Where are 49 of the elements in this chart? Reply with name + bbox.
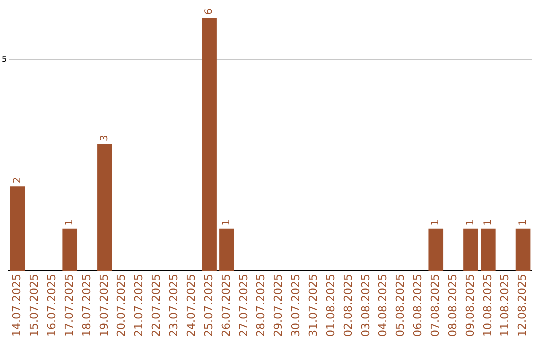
- bar: [464, 228, 478, 272]
- data-label: 2: [12, 177, 24, 184]
- x-tick-label: 30.07.2025: [290, 274, 303, 338]
- x-tick-label: 04.08.2025: [376, 274, 390, 338]
- x-tick-label: 02.08.2025: [342, 274, 355, 338]
- data-label: 1: [466, 219, 477, 226]
- bar: [481, 228, 496, 272]
- bar: [516, 228, 531, 272]
- x-tick-label: 27.07.2025: [237, 274, 250, 338]
- data-label: 6: [204, 8, 216, 15]
- x-tick-label: 18.07.2025: [80, 274, 94, 338]
- x-tick-label: 28.07.2025: [254, 274, 268, 338]
- bar: [428, 228, 444, 272]
- bar: [202, 18, 217, 272]
- x-tick-label: 22.07.2025: [150, 274, 164, 338]
- y-tick-label: 5: [2, 55, 8, 64]
- data-label: 1: [222, 219, 233, 226]
- x-tick-label: 21.07.2025: [132, 274, 146, 338]
- x-tick-label: 19.07.2025: [98, 274, 111, 338]
- x-tick-label: 06.08.2025: [412, 274, 425, 338]
- data-label: 1: [483, 219, 494, 226]
- data-label: 1: [430, 219, 442, 226]
- x-tick-label: 07.08.2025: [428, 274, 442, 338]
- x-tick-label: 05.08.2025: [394, 274, 408, 338]
- x-tick-label: 23.07.2025: [168, 274, 181, 338]
- x-tick-label: 15.07.2025: [28, 274, 42, 338]
- x-tick-label: 25.07.2025: [202, 274, 216, 338]
- x-tick-label: 20.07.2025: [115, 274, 128, 338]
- bar: [98, 144, 112, 272]
- x-tick-label: 16.07.2025: [46, 274, 59, 338]
- x-tick-label: 29.07.2025: [272, 274, 286, 338]
- x-tick-label: 01.08.2025: [324, 274, 338, 338]
- x-tick-label: 10.08.2025: [481, 274, 494, 338]
- x-tick-label: 31.07.2025: [306, 274, 320, 338]
- x-tick-label: 03.08.2025: [359, 274, 372, 338]
- x-tick-label: 24.07.2025: [184, 274, 198, 338]
- data-label: 1: [64, 219, 76, 226]
- x-tick-label: 17.07.2025: [62, 274, 76, 338]
- data-label: 3: [100, 135, 111, 142]
- x-tick-label: 11.08.2025: [498, 274, 512, 338]
- bar: [10, 186, 26, 272]
- x-tick-label: 12.08.2025: [516, 274, 530, 338]
- x-tick-label: 14.07.2025: [10, 274, 24, 338]
- x-tick-label: 08.08.2025: [446, 274, 460, 338]
- bar: [220, 228, 234, 272]
- bar: [62, 228, 78, 272]
- x-tick-label: 26.07.2025: [220, 274, 233, 338]
- x-tick-label: 09.08.2025: [464, 274, 477, 338]
- data-label: 1: [518, 219, 529, 226]
